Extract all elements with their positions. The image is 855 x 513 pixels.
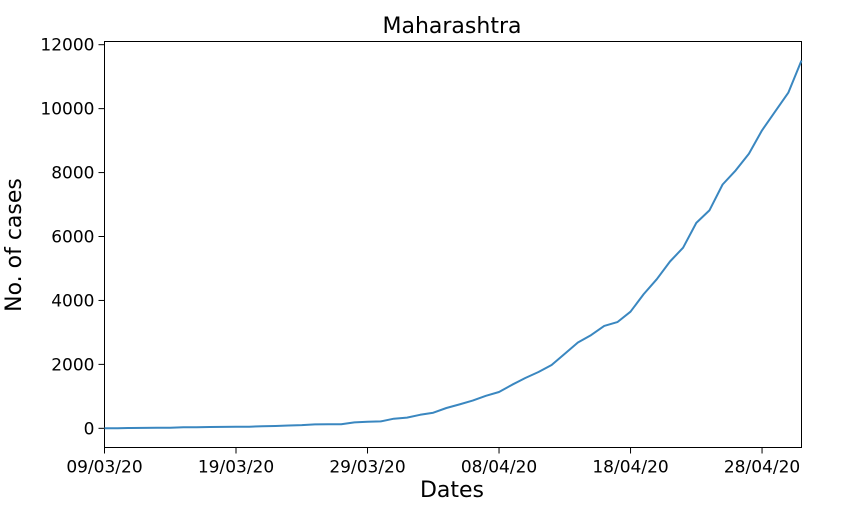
x-axis-label: Dates: [420, 478, 484, 503]
x-tick-label: 29/03/20: [329, 458, 405, 478]
plot-area: [104, 41, 802, 448]
y-tick-label: 4000: [51, 291, 94, 311]
series-layer: [104, 60, 803, 430]
x-tick-label: 19/03/20: [198, 458, 274, 478]
y-axis-label: No. of cases: [2, 178, 27, 312]
y-axis: 0 2000 4000 6000 8000 10000 12000: [40, 36, 105, 439]
chart-title: Maharashtra: [383, 14, 522, 39]
x-tick-label: 28/04/20: [724, 458, 800, 478]
y-tick-label: 0: [84, 419, 95, 439]
x-tick-label: 09/03/20: [66, 458, 142, 478]
x-axis: 09/03/20 19/03/20 29/03/20 08/04/20 18/04/20…: [66, 447, 800, 478]
y-tick-label: 10000: [40, 100, 94, 120]
y-tick-label: 2000: [51, 355, 94, 375]
y-tick-label: 6000: [51, 228, 94, 248]
y-tick-label: 12000: [40, 36, 94, 56]
x-tick-label: 18/04/20: [592, 458, 668, 478]
x-tick-label: 08/04/20: [461, 458, 537, 478]
series-line: [104, 60, 803, 430]
y-tick-label: 8000: [51, 164, 94, 184]
